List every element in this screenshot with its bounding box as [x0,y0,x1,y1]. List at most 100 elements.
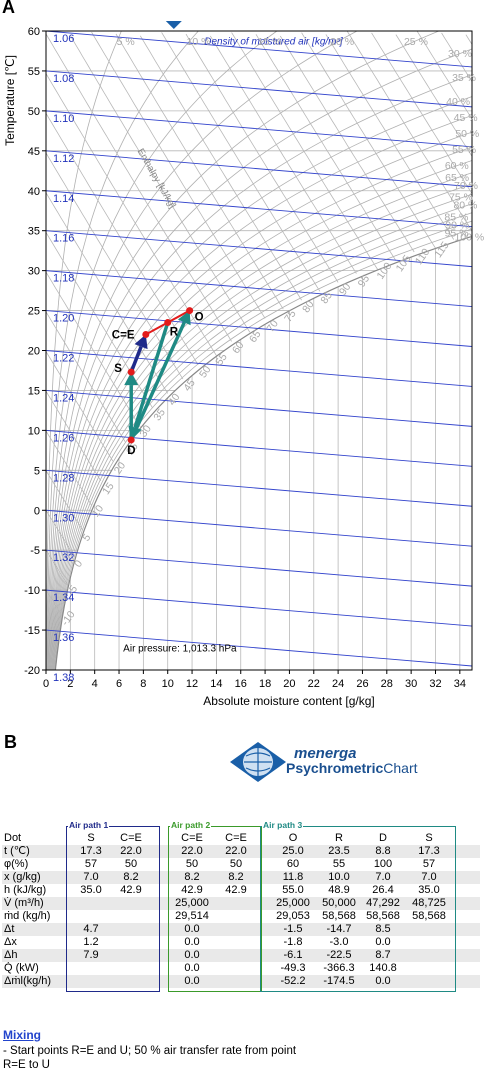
table-cell: 58,568 [322,910,356,922]
enthalpy-line [441,32,472,82]
air-path-label: Air path 2 [170,820,212,830]
x-tick-label: 0 [43,678,49,690]
process-arrow-line [129,346,143,373]
enthalpy-line [231,32,379,270]
table-cell: 8.5 [375,923,391,935]
state-point [127,368,135,376]
x-tick-label: 6 [116,678,122,690]
enthalpy-line [46,390,102,482]
humidity-curve [50,146,472,670]
table-cell: 8.7 [375,949,391,961]
humidity-label: 85 % [444,212,468,224]
enthalpy-label: 95 [356,273,373,290]
enthalpy-line [395,34,472,157]
density-label: 1.26 [53,432,74,444]
state-point-label: O [195,312,204,324]
table-cell: 35.0 [80,884,102,896]
logo-product: PsychrometricChart [286,760,418,776]
table-cell: 42.9 [225,884,247,896]
y-tick-label: 15 [28,385,40,397]
enthalpy-label: 80 [300,299,317,316]
air-path-box [260,826,456,992]
x-tick-label: 30 [405,678,417,690]
density-line [46,589,472,627]
humidity-label: 20 % [330,36,354,48]
density-line [46,230,472,268]
enthalpy-line [46,589,62,615]
globe-logo-icon [230,742,286,782]
x-tick-label: 16 [235,678,247,690]
density-line [46,509,472,547]
table-cell: 29,514 [175,910,209,922]
humidity-label: 35 % [452,72,476,84]
table-row: t (℃) 17.3 22.0 22.0 22.0 25.0 23.5 8.8 17.3 [2,845,480,858]
humidity-label: 15 % [258,36,282,48]
state-point-label: S [114,363,122,375]
x-tick-label: 12 [186,678,198,690]
process-arrowhead [134,334,148,350]
table-cell: 10.0 [328,871,350,883]
table-cell: -366.3 [323,962,355,974]
row-label: φ(%) [4,858,29,870]
table-cell: 42.9 [181,884,203,896]
density-title: Density of moistured air [kg/m³] [204,37,343,48]
table-cell: 25,000 [276,897,310,909]
enthalpy-title: Enthalpy [kJ/kg] [135,147,178,211]
state-point-label: D [127,445,135,457]
table-cell: -1.5 [283,923,303,935]
humidity-curve [51,172,472,670]
table-cell: 0.0 [184,975,200,987]
humidity-curve [48,31,439,670]
humidity-curve [54,220,472,670]
density-label: 1.10 [53,113,74,125]
density-line [46,549,472,587]
enthalpy-line [209,35,357,274]
density-line [46,110,472,148]
table-cell: -22.5 [326,949,352,961]
row-label: ṁd (kg/h) [4,910,51,922]
humidity-curve [46,31,199,670]
table-cell: 50,000 [322,897,356,909]
density-label: 1.34 [53,592,74,604]
humidity-label: 50 % [455,128,479,140]
table-row: Q̇ (kW) 0.0 -49.3 -366.3 140.8 [2,962,480,975]
table-cell: 42.9 [120,884,142,896]
density-label: 1.12 [53,153,74,165]
enthalpy-label: 20 [112,460,129,477]
table-cell: 140.8 [369,962,397,974]
table-cell: R [335,832,343,844]
x-tick-label: 22 [308,678,320,690]
table-row: Δt 4.7 0.0 -1.5 -14.7 8.5 [2,923,480,936]
humidity-label: 75 % [449,192,473,204]
table-row: x (g/kg) 7.0 8.2 8.2 8.2 11.8 10.0 7.0 7.0 [2,871,480,884]
state-point [127,436,135,444]
humidity-label: 60 % [445,160,469,172]
density-label: 1.14 [53,193,74,205]
air-path-label: Air path 1 [68,820,110,830]
plot-area [46,31,472,670]
table-cell: 0.0 [184,949,200,961]
enthalpy-label: 10 [90,503,107,520]
humidity-curve [53,203,472,670]
x-tick-label: 32 [429,678,441,690]
x-tick-label: 4 [92,678,98,690]
x-axis-label: Absolute moisture content [g/kg] [203,694,374,708]
enthalpy-line [465,34,472,45]
table-cell: 7.0 [375,871,391,883]
table-row: h (kJ/kg) 35.0 42.9 42.9 42.9 55.0 48.9 26.4 35.… [2,884,480,897]
y-tick-label: -20 [24,665,40,677]
enthalpy-label: 100 [375,260,395,281]
row-label: Δh [4,949,18,961]
table-cell: 22.0 [225,845,247,857]
table-cell: 7.0 [421,871,437,883]
mixing-link[interactable]: Mixing [3,1028,41,1042]
y-tick-label: 25 [28,306,40,318]
density-label: 1.22 [53,353,74,365]
table-cell: 8.2 [123,871,139,883]
table-row: Δh 7.9 0.0 -6.1 -22.5 8.7 [2,949,480,962]
table-cell: -52.2 [280,975,306,987]
logo-brand: menerga [294,745,357,762]
humidity-curve [54,235,472,670]
table-cell: 8.8 [375,845,391,857]
density-label: 1.38 [53,672,74,684]
